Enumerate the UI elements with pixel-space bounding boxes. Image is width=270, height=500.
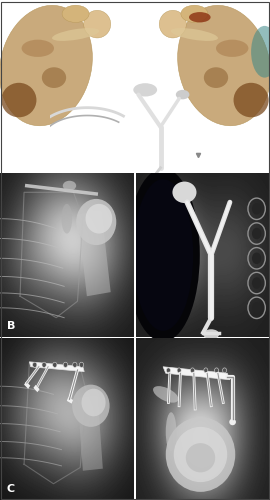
Ellipse shape [189, 12, 211, 22]
Circle shape [215, 368, 218, 373]
Polygon shape [29, 362, 84, 372]
Circle shape [190, 368, 194, 373]
Ellipse shape [171, 28, 218, 41]
Circle shape [166, 368, 170, 373]
Bar [77, 210, 111, 296]
Circle shape [252, 302, 261, 314]
Circle shape [222, 368, 227, 373]
Circle shape [252, 228, 261, 239]
Ellipse shape [133, 83, 157, 96]
Ellipse shape [153, 386, 178, 402]
Ellipse shape [62, 204, 72, 234]
Ellipse shape [76, 199, 116, 245]
Ellipse shape [84, 10, 111, 38]
Ellipse shape [159, 10, 186, 38]
Ellipse shape [174, 427, 227, 482]
Ellipse shape [133, 179, 193, 331]
Circle shape [252, 252, 261, 264]
Bar [24, 382, 30, 389]
Ellipse shape [216, 40, 248, 57]
Polygon shape [163, 367, 230, 380]
Ellipse shape [181, 5, 208, 22]
Circle shape [33, 362, 37, 368]
Ellipse shape [166, 417, 235, 492]
Circle shape [63, 362, 68, 368]
Ellipse shape [63, 180, 76, 190]
Ellipse shape [204, 68, 228, 88]
Circle shape [53, 362, 57, 368]
Circle shape [177, 368, 181, 373]
Ellipse shape [173, 182, 197, 203]
Ellipse shape [72, 384, 110, 427]
Circle shape [73, 362, 77, 368]
Ellipse shape [52, 28, 99, 41]
Ellipse shape [251, 26, 270, 78]
Ellipse shape [62, 5, 89, 22]
Ellipse shape [178, 6, 270, 126]
Ellipse shape [166, 412, 177, 451]
Text: B: B [7, 321, 15, 331]
Circle shape [79, 362, 84, 368]
Ellipse shape [203, 329, 219, 339]
Ellipse shape [229, 419, 236, 425]
Ellipse shape [234, 83, 269, 117]
Ellipse shape [1, 83, 36, 117]
Bar [77, 396, 103, 471]
Bar [67, 397, 73, 404]
Ellipse shape [86, 204, 112, 234]
Text: C: C [7, 484, 15, 494]
Bar [33, 385, 40, 392]
Ellipse shape [0, 6, 92, 126]
Ellipse shape [186, 443, 215, 472]
Ellipse shape [176, 90, 190, 100]
Circle shape [42, 362, 46, 368]
Ellipse shape [22, 40, 54, 57]
Circle shape [252, 203, 261, 214]
Ellipse shape [126, 168, 200, 342]
Circle shape [252, 278, 261, 289]
Text: A: A [4, 156, 13, 166]
Ellipse shape [42, 68, 66, 88]
Ellipse shape [82, 388, 106, 416]
Circle shape [204, 368, 208, 373]
